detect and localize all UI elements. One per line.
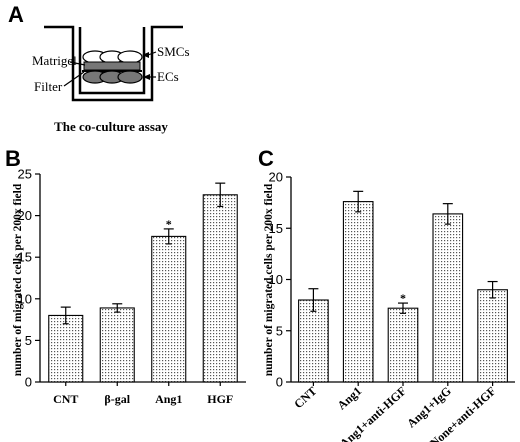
insert-outline <box>78 27 146 95</box>
panel-b-bar <box>151 235 187 383</box>
panel-a-letter: A <box>8 2 24 27</box>
ecs-label: ECs <box>157 69 179 84</box>
panel-c-y-tick-label: 20 <box>269 170 283 185</box>
panel-b-chart: B number of migrated cells per 200x fiel… <box>5 146 246 406</box>
panel-b-letter: B <box>5 146 21 171</box>
panel-b-y-axis-label: number of migrated cells per 200x field <box>12 183 24 376</box>
panel-c-x-tick-label: Ang1 <box>335 384 365 413</box>
panel-b-x-tick-label: HGF <box>207 392 233 406</box>
matrigel-label: Matrigel <box>32 53 77 68</box>
panel-c-bar <box>342 201 374 383</box>
panel-b-significance-marker: * <box>166 217 172 231</box>
filter-label: Filter <box>34 79 63 94</box>
panel-b-y-tick-label: 25 <box>18 167 32 182</box>
smcs-label: SMCs <box>157 44 190 59</box>
well-outline <box>44 25 183 102</box>
panel-c-y-tick-label: 0 <box>276 375 283 390</box>
panel-b-bar <box>99 307 135 383</box>
panel-c-y-tick-label: 15 <box>269 221 283 236</box>
smcs-arrowhead <box>142 52 149 58</box>
panel-b-bar <box>48 314 84 383</box>
panel-b-y-tick-label: 0 <box>25 375 32 390</box>
assay-caption: The co-culture assay <box>54 119 168 134</box>
filter-arrow <box>63 71 85 87</box>
smc-cells <box>82 50 143 64</box>
panel-c-significance-marker: * <box>400 291 406 305</box>
panel-b-x-tick-label: β-gal <box>104 392 130 406</box>
panel-b-y-tick-label: 10 <box>18 291 32 306</box>
coculture-well-diagram <box>44 25 183 102</box>
panel-c-bar <box>298 299 329 383</box>
panel-b-y-tick-label: 5 <box>25 333 32 348</box>
panel-c-y-tick-label: 5 <box>276 323 283 338</box>
ec-cells <box>82 70 143 84</box>
panel-c-bar <box>387 307 419 383</box>
panel-c-x-tick-label: CNT <box>291 384 319 411</box>
smcs-arrow <box>147 51 157 56</box>
panel-c-y-axis-label: number of migrated cells per 200x field <box>263 183 275 376</box>
panel-c-chart: C number of migrated cells per 200x fiel… <box>258 146 515 442</box>
panel-b-bar <box>202 194 238 383</box>
matrigel-arrow <box>69 61 86 66</box>
panel-c-y-tick-label: 10 <box>269 272 283 287</box>
matrigel-layer <box>83 61 141 71</box>
ecs-arrowhead <box>143 74 150 80</box>
panel-b-x-tick-label: Ang1 <box>155 392 182 406</box>
panel-c-bar <box>477 289 508 383</box>
panel-b-x-tick-label: CNT <box>53 392 78 406</box>
panel-b-y-tick-label: 20 <box>18 208 32 223</box>
panel-b-y-tick-label: 15 <box>18 250 32 265</box>
panel-c-letter: C <box>258 146 274 171</box>
panel-c-bar <box>432 213 464 383</box>
panel-a: A Matrigel Filter SMCs ECs <box>8 2 190 134</box>
